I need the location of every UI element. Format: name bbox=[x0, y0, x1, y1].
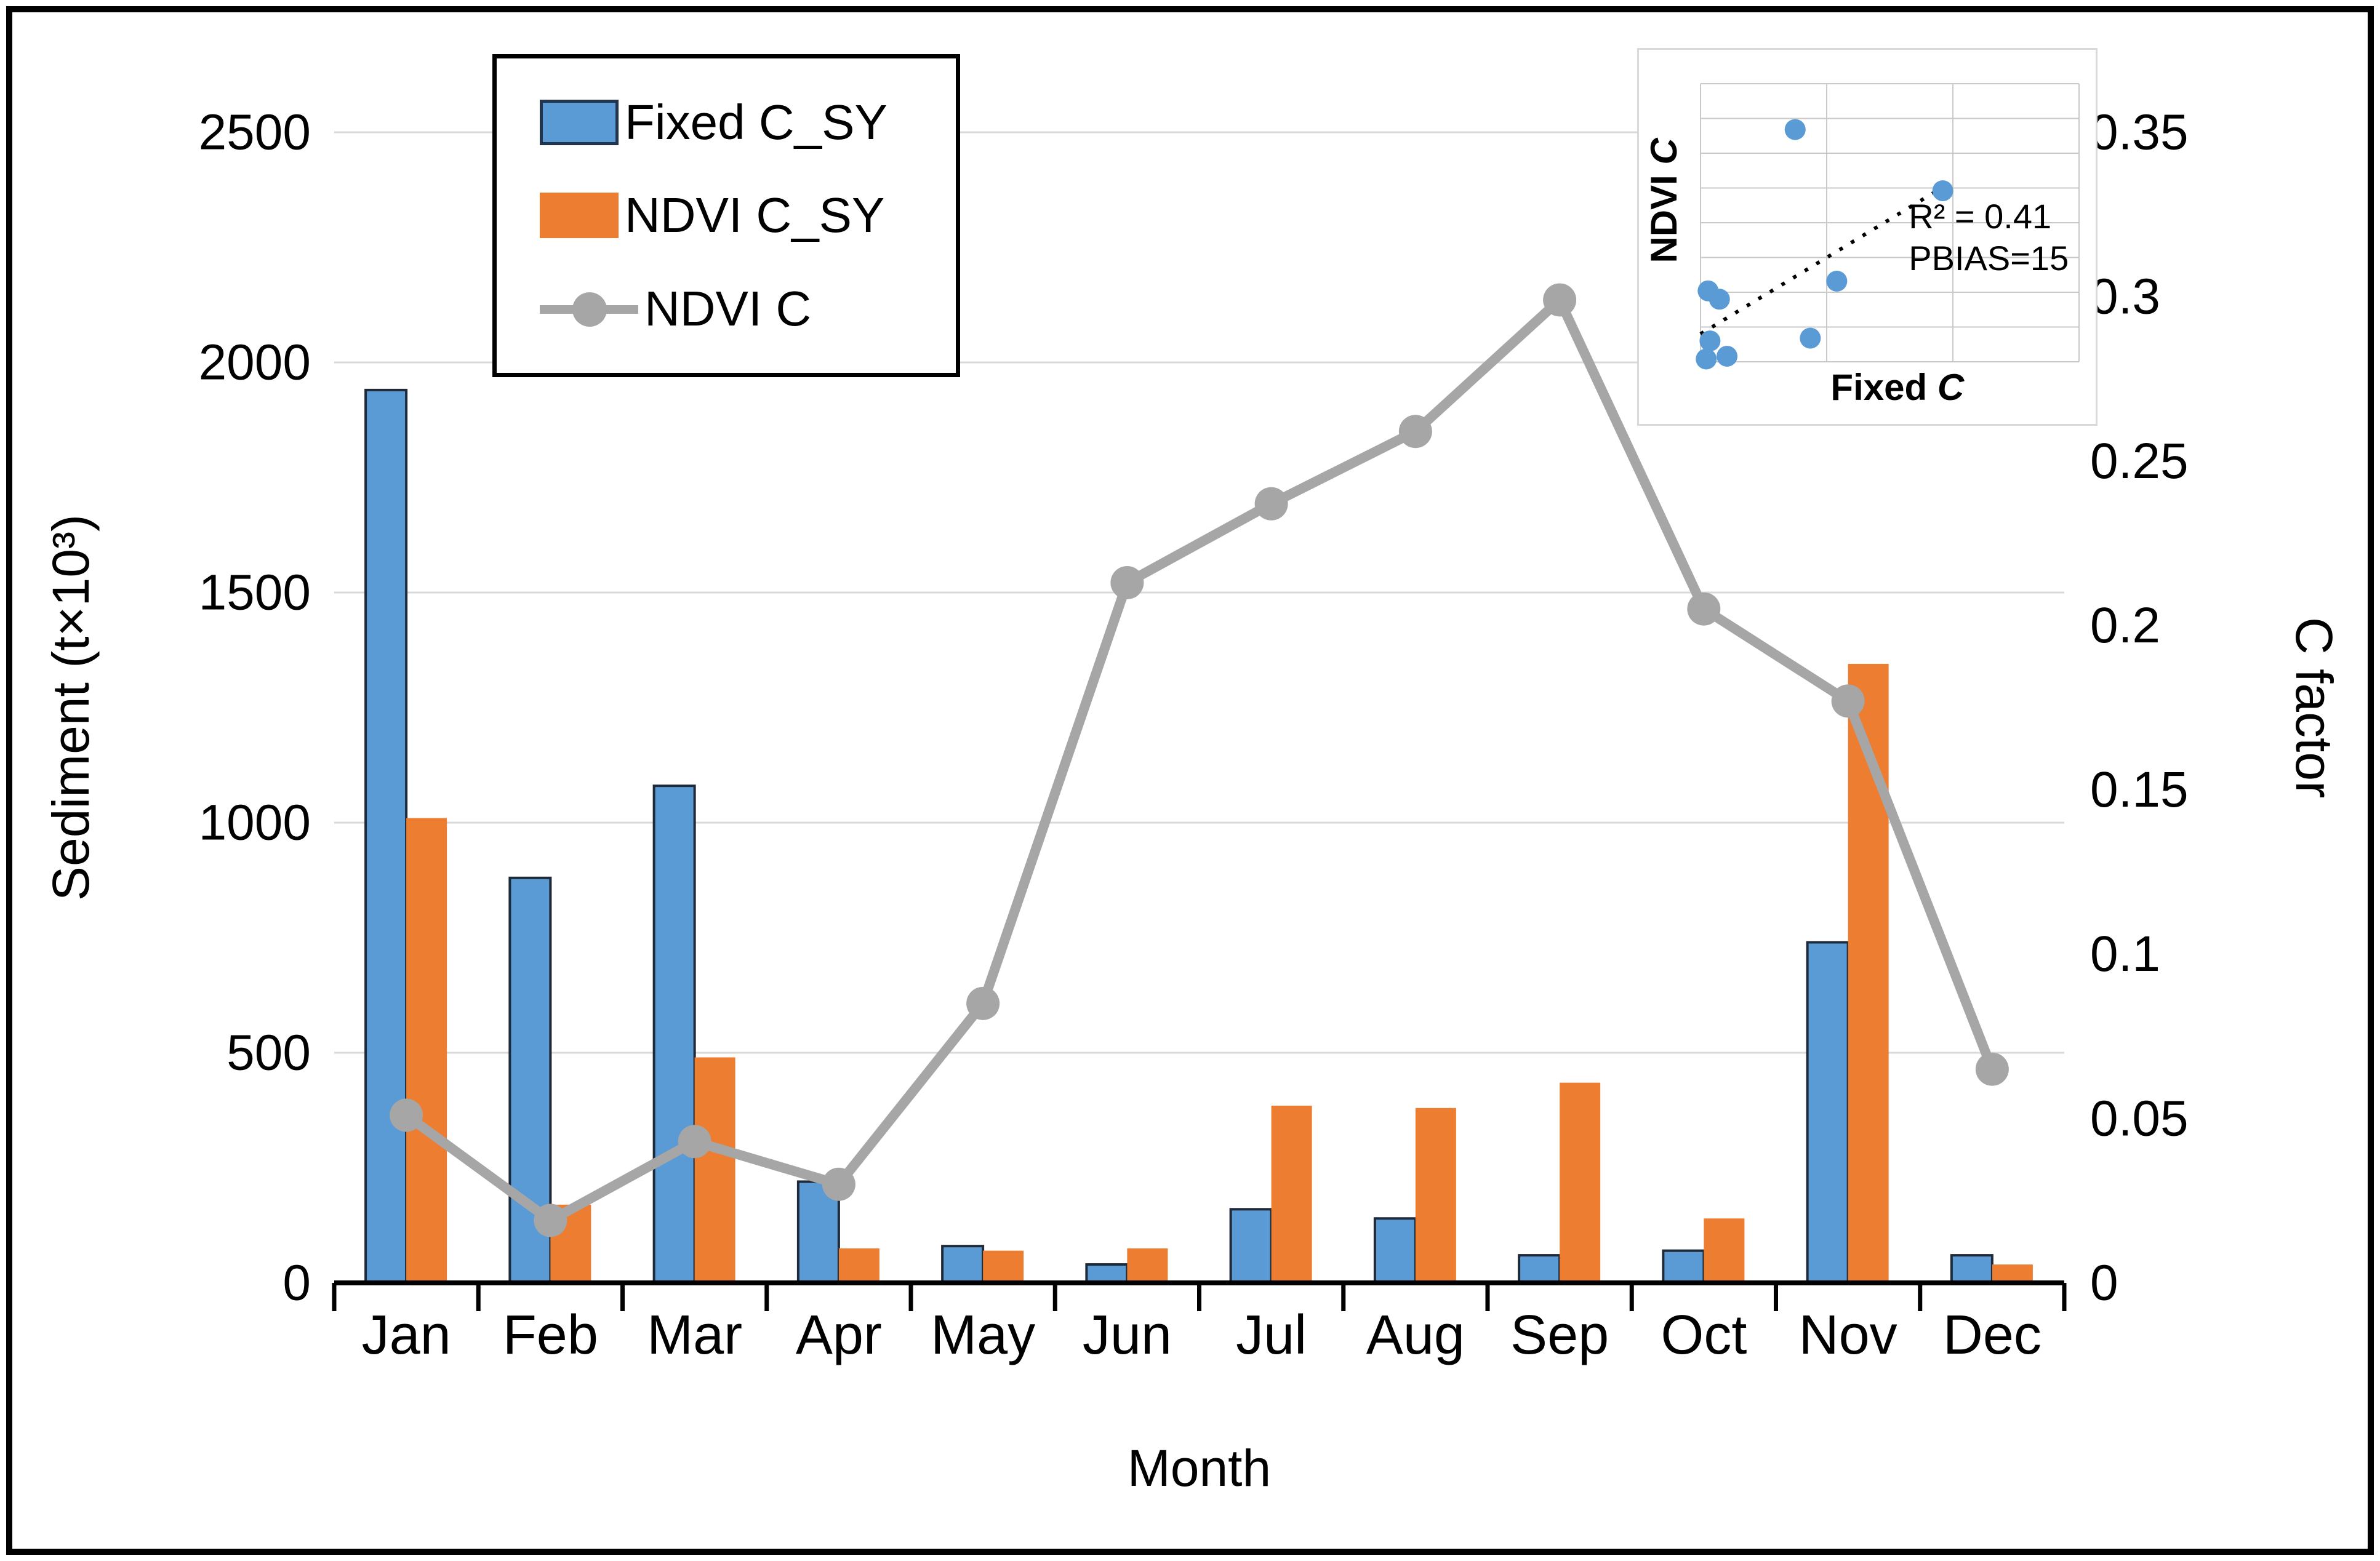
ndvi-c-marker-sep bbox=[1543, 283, 1577, 317]
right-axis-tick-label: 0.2 bbox=[2090, 597, 2160, 653]
chart-legend: Fixed C_SY NDVI C_SY NDVI C bbox=[492, 54, 960, 377]
bar-fixed-c-sy-may bbox=[941, 1245, 985, 1285]
legend-line-marker-icon bbox=[540, 286, 638, 332]
ndvi-c-marker-oct bbox=[1687, 592, 1721, 626]
x-tick-label-apr: Apr bbox=[796, 1304, 882, 1366]
bar-ndvi-c-sy-jun bbox=[1127, 1248, 1168, 1283]
right-axis-title: C factor bbox=[2285, 617, 2343, 798]
right-axis-tick-label: 0 bbox=[2090, 1255, 2118, 1311]
inset-scatter-point bbox=[1696, 348, 1717, 370]
inset-scatter-point bbox=[1800, 327, 1821, 349]
inset-scatter-plot: NDVI C Fixed C R² = 0.41 PBIAS=15 bbox=[1637, 48, 2098, 426]
x-tick-label-nov: Nov bbox=[1799, 1304, 1897, 1366]
legend-label-fixed-c-sy: Fixed C_SY bbox=[625, 94, 887, 150]
x-tick-label-feb: Feb bbox=[503, 1304, 598, 1366]
left-axis-tick-label: 2500 bbox=[199, 105, 311, 161]
inset-x-axis-title: Fixed C bbox=[1830, 367, 1965, 408]
bar-fixed-c-sy-jul bbox=[1229, 1208, 1273, 1284]
bar-fixed-c-sy-mar bbox=[652, 784, 696, 1285]
x-tick-label-jun: Jun bbox=[1083, 1304, 1172, 1366]
ndvi-c-marker-may bbox=[966, 986, 1000, 1020]
legend-swatch-fixed-c-sy-icon bbox=[540, 99, 619, 145]
bar-ndvi-c-sy-nov bbox=[1848, 663, 1889, 1283]
bar-fixed-c-sy-nov bbox=[1806, 941, 1849, 1284]
bar-ndvi-c-sy-jan bbox=[406, 818, 447, 1283]
bar-ndvi-c-sy-mar bbox=[694, 1057, 735, 1283]
right-axis-tick-label: 0.25 bbox=[2090, 433, 2189, 489]
bar-ndvi-c-sy-jul bbox=[1271, 1106, 1312, 1283]
right-axis-tick-label: 0.1 bbox=[2090, 926, 2160, 982]
bar-fixed-c-sy-oct bbox=[1662, 1249, 1705, 1285]
x-tick-label-may: May bbox=[931, 1304, 1035, 1366]
bar-fixed-c-sy-dec bbox=[1950, 1254, 1993, 1284]
inset-scatter-point bbox=[1932, 180, 1953, 202]
legend-label-ndvi-c: NDVI C bbox=[644, 281, 812, 337]
bar-fixed-c-sy-jun bbox=[1085, 1263, 1129, 1284]
bar-ndvi-c-sy-aug bbox=[1415, 1108, 1456, 1283]
ndvi-c-marker-nov bbox=[1831, 684, 1865, 718]
bar-ndvi-c-sy-dec bbox=[1992, 1264, 2033, 1283]
left-axis-tick-label: 1000 bbox=[199, 795, 311, 851]
x-tick-label-oct: Oct bbox=[1661, 1304, 1747, 1366]
left-axis-tick-label: 1500 bbox=[199, 565, 311, 621]
ndvi-c-marker-jul bbox=[1254, 487, 1288, 521]
left-axis-tick-label: 0 bbox=[282, 1255, 311, 1311]
inset-scatter-point bbox=[1699, 330, 1721, 352]
ndvi-c-marker-feb bbox=[534, 1204, 567, 1237]
left-axis-title: Sediment (t×10³) bbox=[42, 514, 100, 901]
legend-item-ndvi-c: NDVI C bbox=[540, 281, 956, 337]
bar-fixed-c-sy-jan bbox=[364, 388, 408, 1284]
inset-scatter-point bbox=[1717, 345, 1738, 367]
bar-ndvi-c-sy-apr bbox=[838, 1248, 879, 1283]
figure-frame: 0 500 1000 1500 2000 2500 0 0.05 0.1 0.15 0.2 0.25 0… bbox=[6, 6, 2374, 1555]
legend-item-fixed-c-sy: Fixed C_SY bbox=[540, 94, 956, 151]
bar-ndvi-c-sy-may bbox=[983, 1250, 1024, 1283]
bar-ndvi-c-sy-sep bbox=[1560, 1082, 1601, 1283]
right-axis-tick-label: 0.35 bbox=[2090, 105, 2189, 161]
right-axis-tick-label: 0.15 bbox=[2090, 762, 2189, 818]
legend-swatch-ndvi-c-sy-icon bbox=[540, 193, 619, 239]
ndvi-c-marker-apr bbox=[822, 1167, 855, 1201]
bar-fixed-c-sy-sep bbox=[1518, 1254, 1561, 1284]
ndvi-c-marker-jan bbox=[390, 1098, 423, 1132]
legend-item-ndvi-c-sy: NDVI C_SY bbox=[540, 187, 956, 244]
x-tick-label-jan: Jan bbox=[362, 1304, 451, 1366]
inset-scatter-point bbox=[1826, 270, 1848, 292]
right-axis-tick-label: 0.3 bbox=[2090, 269, 2160, 325]
inset-y-axis-title: NDVI C bbox=[1643, 137, 1685, 263]
inset-scatter-point bbox=[1709, 289, 1730, 310]
x-tick-label-jul: Jul bbox=[1236, 1304, 1307, 1366]
x-axis-title: Month bbox=[1128, 1439, 1271, 1497]
ndvi-c-marker-dec bbox=[1975, 1052, 2009, 1086]
x-tick-label-mar: Mar bbox=[647, 1304, 742, 1366]
inset-annotation-r2: R² = 0.41 bbox=[1909, 197, 2051, 236]
x-tick-label-sep: Sep bbox=[1510, 1304, 1609, 1366]
left-axis-tick-label: 500 bbox=[226, 1025, 311, 1081]
left-axis-tick-label: 2000 bbox=[199, 335, 311, 391]
x-tick-label-aug: Aug bbox=[1366, 1304, 1465, 1366]
bar-ndvi-c-sy-oct bbox=[1704, 1218, 1745, 1283]
x-tick-label-dec: Dec bbox=[1943, 1304, 2041, 1366]
ndvi-c-marker-mar bbox=[678, 1125, 711, 1159]
ndvi-c-marker-aug bbox=[1398, 415, 1432, 449]
inset-scatter-point bbox=[1784, 119, 1806, 140]
right-axis-tick-label: 0.05 bbox=[2090, 1090, 2189, 1146]
inset-annotation-pbias: PBIAS=15 bbox=[1909, 239, 2069, 277]
bar-fixed-c-sy-aug bbox=[1373, 1217, 1417, 1285]
ndvi-c-marker-jun bbox=[1110, 565, 1144, 599]
ndvi-c-line bbox=[401, 295, 1997, 1226]
legend-label-ndvi-c-sy: NDVI C_SY bbox=[625, 188, 885, 243]
main-chart: 0 500 1000 1500 2000 2500 0 0.05 0.1 0.15 0.2 0.25 0… bbox=[42, 105, 2343, 1498]
